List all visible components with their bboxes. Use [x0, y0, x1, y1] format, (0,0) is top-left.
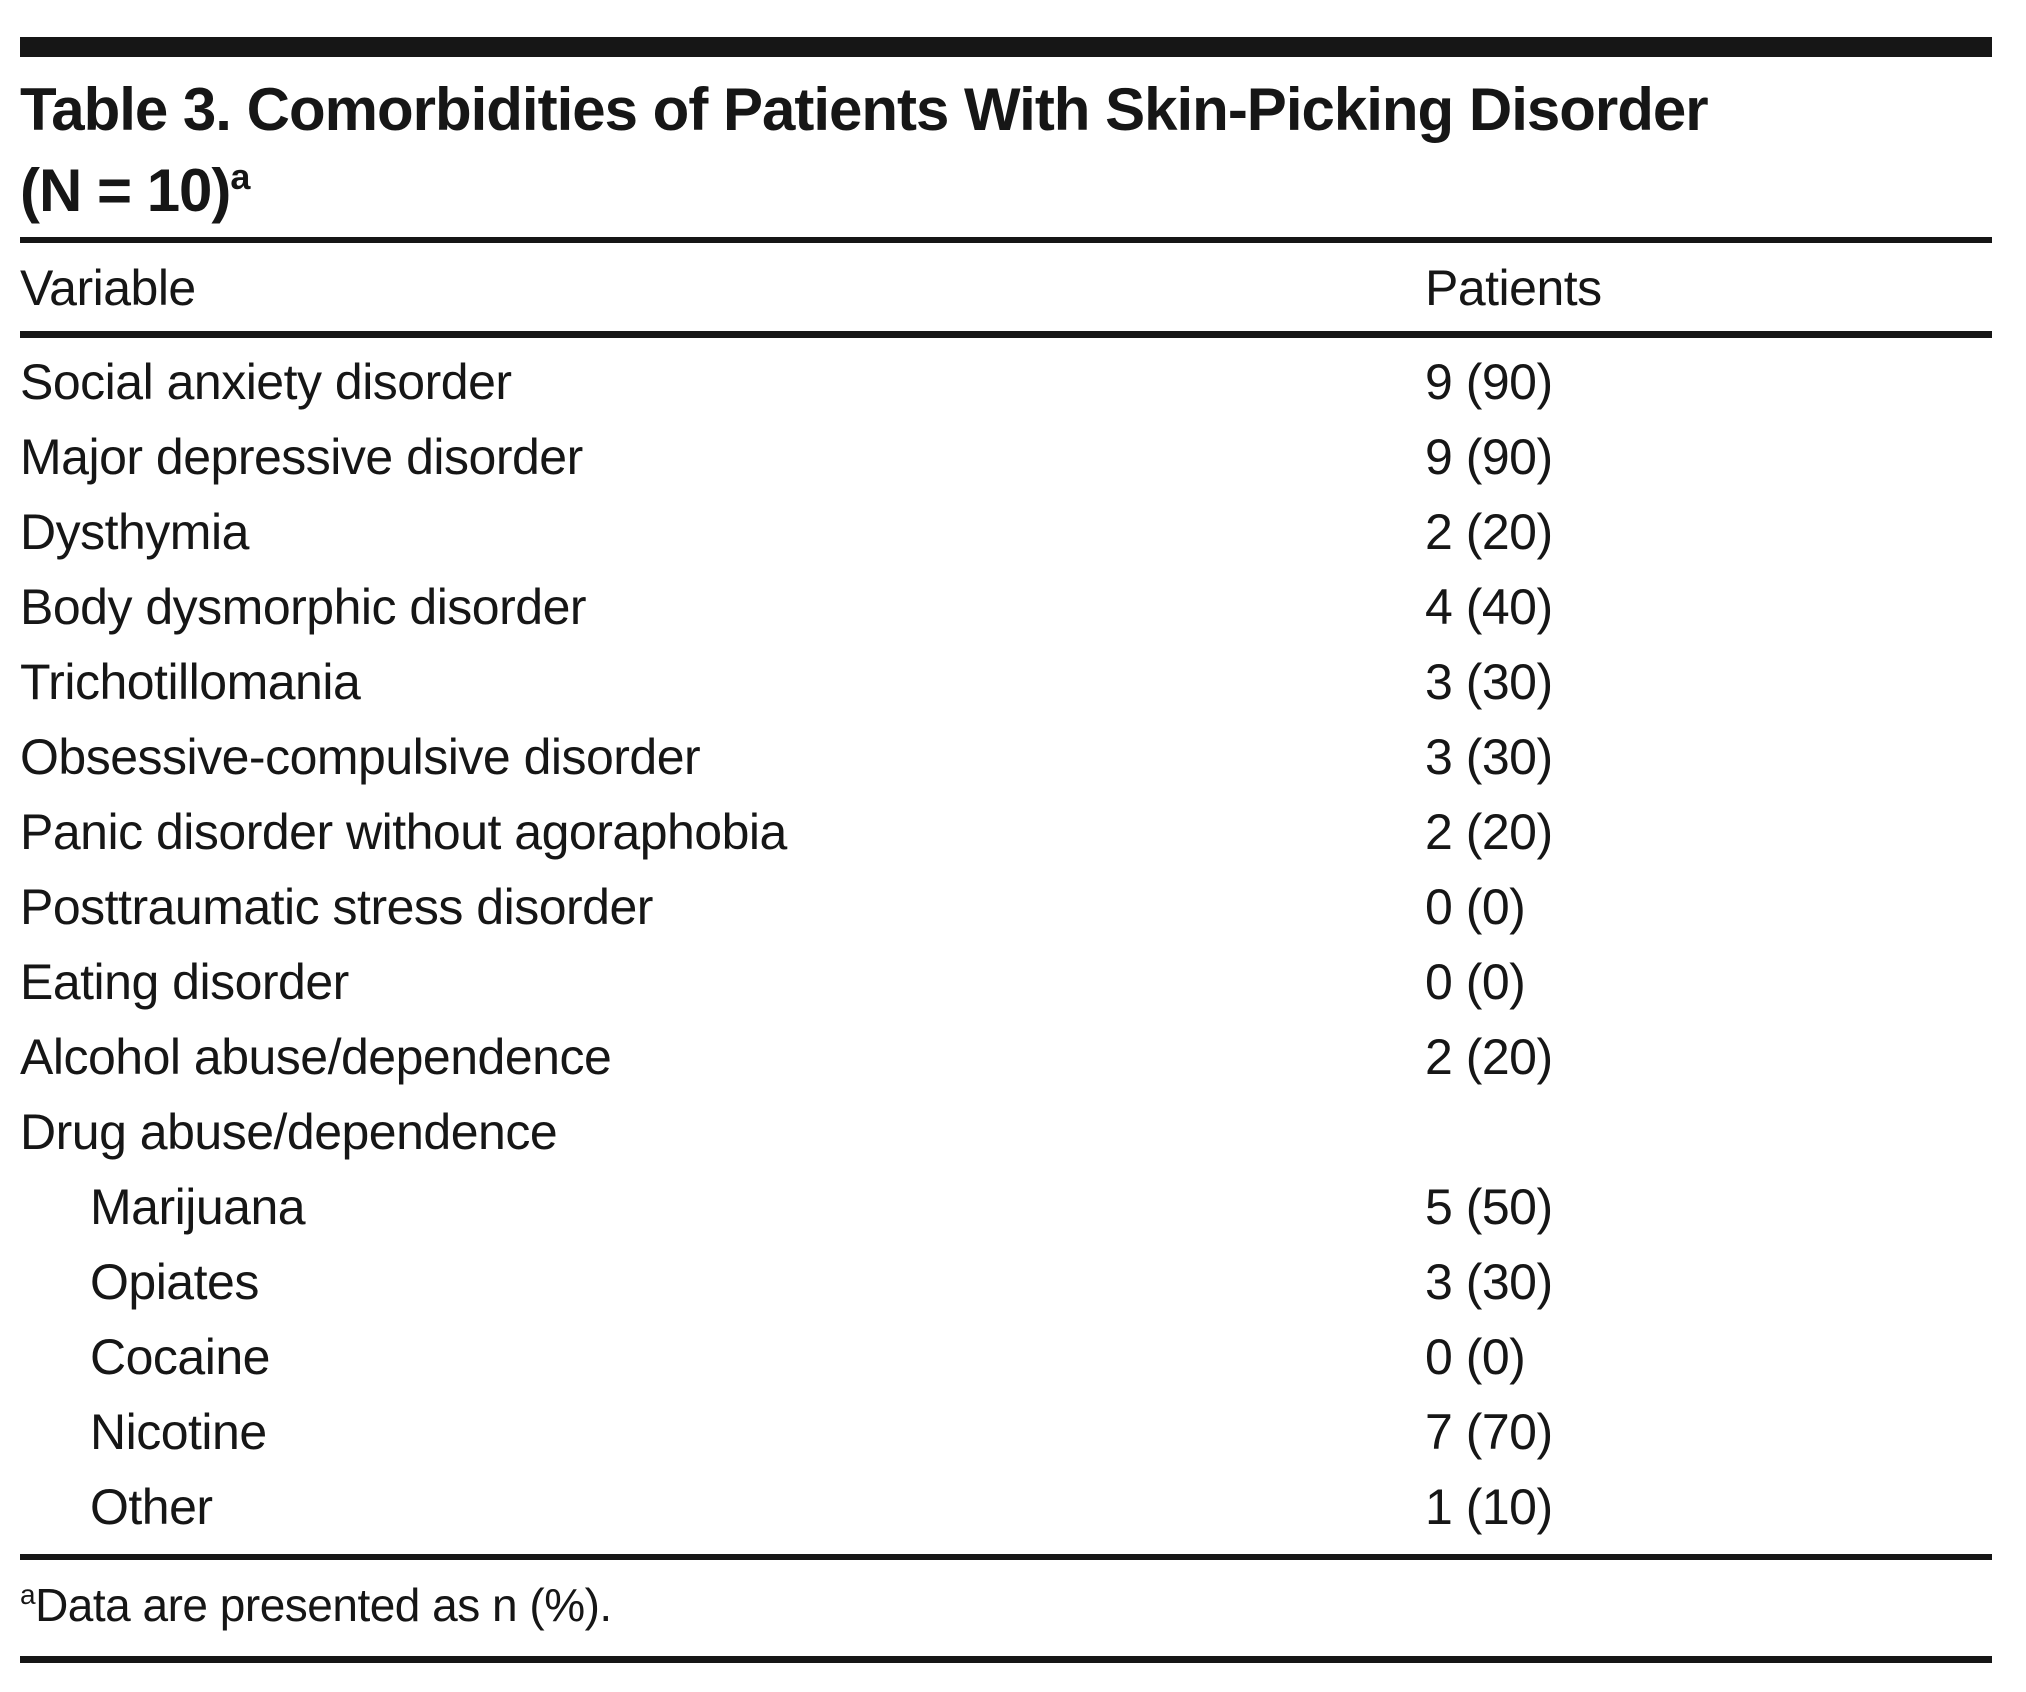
table-title-line2: (N = 10)a: [20, 150, 1992, 231]
footnote-marker: a: [20, 1579, 36, 1611]
title-footnote-marker: a: [230, 155, 250, 197]
row-value: 9 (90): [1425, 428, 1553, 485]
table-title-line1: Table 3. Comorbidities of Patients With …: [20, 76, 1709, 143]
table-figure: Table 3. Comorbidities of Patients With …: [20, 0, 1992, 1663]
column-header-variable: Variable: [20, 240, 1382, 338]
row-label: Other: [90, 1478, 213, 1535]
table-row: Cocaine 0 (0): [20, 1319, 1992, 1394]
row-value: 3 (30): [1425, 1253, 1553, 1310]
table-row: Alcohol abuse/dependence 2 (20): [20, 1019, 1992, 1094]
row-label: Major depressive disorder: [20, 428, 583, 485]
row-label: Obsessive-compulsive disorder: [20, 728, 701, 785]
table-row: Major depressive disorder 9 (90): [20, 419, 1992, 494]
row-value: 2 (20): [1425, 503, 1553, 560]
row-label: Nicotine: [90, 1403, 267, 1460]
table-row: Nicotine 7 (70): [20, 1394, 1992, 1469]
row-label: Opiates: [90, 1253, 259, 1310]
bottom-rule-bar: [20, 1656, 1992, 1663]
row-value: 3 (30): [1425, 728, 1553, 785]
table-body: Social anxiety disorder 9 (90) Major depre…: [20, 335, 1992, 1558]
table-row: Marijuana 5 (50): [20, 1169, 1992, 1244]
table-title-n-count: (N = 10): [20, 157, 231, 224]
row-value: 7 (70): [1425, 1403, 1553, 1460]
table-row: Dysthymia 2 (20): [20, 494, 1992, 569]
row-value: 1 (10): [1425, 1478, 1553, 1535]
row-label: Dysthymia: [20, 503, 249, 560]
row-label: Trichotillomania: [20, 653, 361, 710]
row-value: 2 (20): [1425, 803, 1553, 860]
row-label: Drug abuse/dependence: [20, 1103, 558, 1160]
header-row: Variable Patients: [20, 240, 1992, 338]
row-label: Panic disorder without agoraphobia: [20, 803, 787, 860]
table-row: Eating disorder 0 (0): [20, 944, 1992, 1019]
table-footnote: aData are presented as n (%).: [20, 1576, 1992, 1634]
footnote-text: Data are presented as n (%).: [35, 1579, 612, 1631]
row-value: 0 (0): [1425, 953, 1526, 1010]
row-label: Marijuana: [90, 1178, 306, 1235]
row-label: Eating disorder: [20, 953, 349, 1010]
row-label: Social anxiety disorder: [20, 353, 512, 410]
table-row: Opiates 3 (30): [20, 1244, 1992, 1319]
table-row: Trichotillomania 3 (30): [20, 644, 1992, 719]
table-row: Other 1 (10): [20, 1469, 1992, 1557]
row-value: 2 (20): [1425, 1028, 1553, 1085]
row-value: 0 (0): [1425, 878, 1526, 935]
row-value: 9 (90): [1425, 353, 1553, 410]
table-title: Table 3. Comorbidities of Patients With …: [20, 69, 1992, 231]
row-label: Alcohol abuse/dependence: [20, 1028, 612, 1085]
row-label: Cocaine: [90, 1328, 270, 1385]
table-row: Posttraumatic stress disorder 0 (0): [20, 869, 1992, 944]
row-value: 3 (30): [1425, 653, 1553, 710]
table-row: Obsessive-compulsive disorder 3 (30): [20, 719, 1992, 794]
row-value: 5 (50): [1425, 1178, 1553, 1235]
top-rule-bar: [20, 37, 1992, 57]
table-row: Drug abuse/dependence: [20, 1094, 1992, 1169]
table-row: Body dysmorphic disorder 4 (40): [20, 569, 1992, 644]
row-label: Posttraumatic stress disorder: [20, 878, 653, 935]
row-value: 4 (40): [1425, 578, 1553, 635]
table-row: Social anxiety disorder 9 (90): [20, 335, 1992, 420]
comorbidities-table: Variable Patients Social anxiety disorde…: [20, 237, 1992, 1560]
row-value: 0 (0): [1425, 1328, 1526, 1385]
column-header-patients: Patients: [1382, 240, 1992, 338]
row-value: [1382, 1094, 1992, 1169]
row-label: Body dysmorphic disorder: [20, 578, 587, 635]
table-header: Variable Patients: [20, 240, 1992, 338]
table-row: Panic disorder without agoraphobia 2 (20): [20, 794, 1992, 869]
